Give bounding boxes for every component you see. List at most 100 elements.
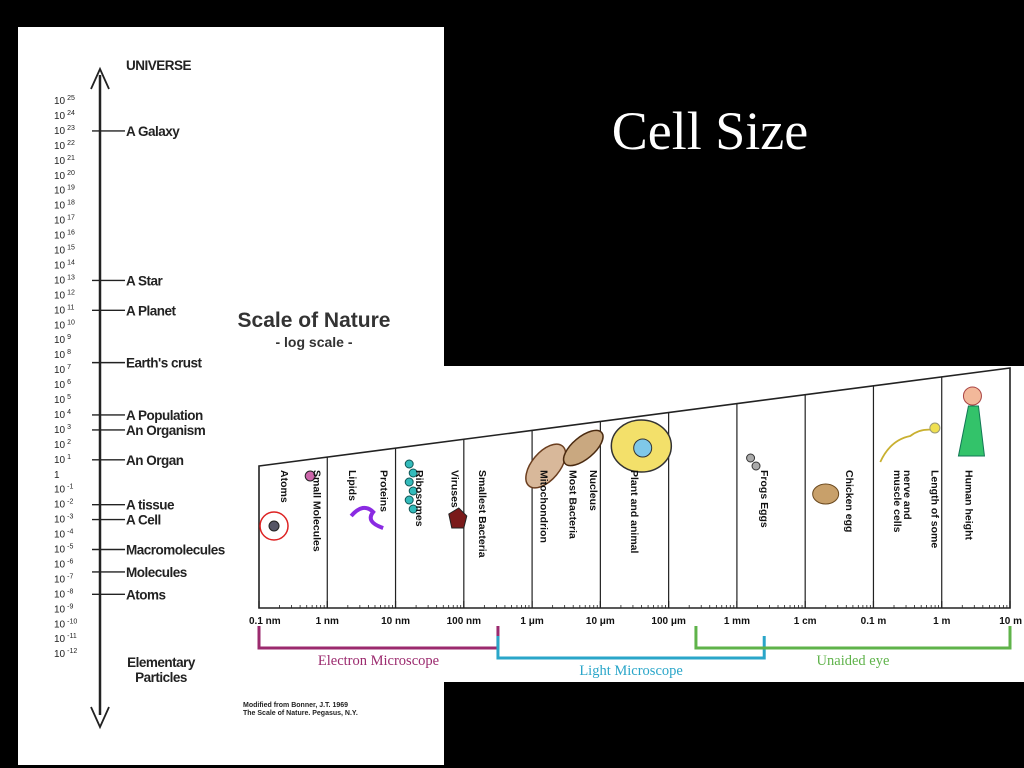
credit-line: Modified from Bonner, J.T. 1969	[243, 702, 348, 709]
exponent-label: 10 10	[54, 319, 75, 331]
item-label: Length of some	[928, 470, 940, 548]
item-label: Lipids	[346, 470, 358, 501]
tick-label: 10 m	[999, 616, 1022, 627]
exponent-label: 10 18	[54, 200, 75, 212]
item-label: Chicken egg	[843, 470, 855, 532]
exponent-label: 10 7	[54, 364, 71, 376]
range-bracket	[257, 626, 500, 650]
exponent-label: 10 1	[54, 454, 71, 466]
exponent-label: 10 14	[54, 259, 75, 271]
microscope-ranges: Electron Microscope Light Microscope Unaid…	[257, 626, 1012, 679]
human-body-icon	[957, 405, 986, 457]
nucleus-icon	[633, 438, 653, 458]
scale-markers: A Galaxy A Star A Planet Earth's crust A Pop…	[92, 124, 225, 602]
tick-label: 1 cm	[794, 616, 817, 627]
exponent-label: 10 -3	[54, 514, 73, 526]
log-scale-subtitle: - log scale -	[275, 334, 352, 350]
marker-label: A Cell	[126, 513, 161, 528]
item-label: Mitochondrion	[537, 470, 549, 543]
marker-label: Atoms	[126, 587, 166, 602]
exponent-label: 10 -2	[54, 499, 73, 511]
item-label: nerve and	[901, 470, 913, 520]
exponent-label: 10 22	[54, 140, 75, 152]
exponent-label: 10 17	[54, 215, 75, 227]
marker-label: A Planet	[126, 303, 177, 318]
item-label: Frogs Eggs	[758, 470, 770, 528]
exponent-label: 10 2	[54, 439, 71, 451]
credit-line-2: The Scale of Nature. Pegasus, N.Y.	[243, 710, 358, 717]
slide-title: Cell Size	[611, 101, 809, 161]
cell-size-scale-diagram: Atoms Small Molecules Lipids Proteins Riboso…	[249, 367, 1022, 679]
axis-arrow-up	[90, 66, 110, 90]
exponent-label: 10 3	[54, 424, 71, 436]
item-label: Human height	[963, 470, 975, 541]
marker-label: A Star	[126, 273, 164, 288]
elementary-particles-label: Elementary	[127, 655, 196, 670]
marker-label: A Population	[126, 408, 203, 423]
frog-egg-icon	[751, 461, 761, 471]
illustrations	[259, 386, 986, 541]
item-label: Most Bacteria	[567, 470, 579, 539]
tick-label: 0.1 m	[861, 616, 887, 627]
ribosome-icon	[404, 495, 414, 505]
log-scale-axis	[90, 66, 110, 730]
ribosome-icon	[404, 477, 414, 487]
ribosome-icon	[404, 459, 414, 469]
exponent-label: 10 -1	[54, 484, 73, 496]
range-label: Electron Microscope	[318, 653, 439, 669]
ribosome-icon	[408, 468, 418, 478]
tick-label: 1 m	[933, 616, 950, 627]
exponent-label: 10 23	[54, 125, 75, 137]
scale-of-nature-title: Scale of Nature	[238, 309, 391, 332]
item-label: muscle cells	[891, 470, 903, 533]
exponent-label: 1	[54, 470, 60, 481]
tick-label: 100 μm	[651, 616, 686, 627]
item-label: Ribosomes	[413, 470, 425, 527]
atom-icon	[259, 511, 289, 541]
exponent-label: 10 13	[54, 274, 75, 286]
exponent-label: 10 16	[54, 230, 75, 242]
exponent-label: 10 6	[54, 379, 71, 391]
bacterium-icon	[562, 429, 604, 467]
range-label: Unaided eye	[817, 653, 890, 669]
exponent-label: 10 21	[54, 155, 75, 167]
tick-label: 10 μm	[586, 616, 615, 627]
exponent-label: 10 19	[54, 185, 75, 197]
item-label: Atoms	[278, 470, 290, 503]
exponent-label: 10 8	[54, 349, 71, 361]
marker-label: Earth's crust	[126, 356, 202, 371]
marker-label: Molecules	[126, 565, 187, 580]
chicken-egg-icon	[812, 483, 840, 505]
exponent-label: 10 4	[54, 409, 71, 421]
tick-label: 1 mm	[724, 616, 750, 627]
exponent-label: 10 20	[54, 170, 75, 182]
tick-label: 1 nm	[316, 616, 339, 627]
exponent-label: 10 -7	[54, 573, 73, 585]
exponent-label: 10 -5	[54, 544, 73, 556]
exponent-label: 10 24	[54, 110, 75, 122]
exponent-label: 10 25	[54, 95, 75, 107]
exponent-label: 10 12	[54, 289, 75, 301]
item-label: Plant and animal	[628, 470, 640, 554]
exponent-label: 10 5	[54, 394, 71, 406]
nerve-body-icon	[929, 422, 941, 434]
marker-label: An Organism	[126, 423, 206, 438]
virus-icon	[448, 507, 468, 529]
exponent-label: 10 9	[54, 334, 71, 346]
exponent-label: 10 -10	[54, 618, 77, 630]
universe-label: UNIVERSE	[126, 58, 192, 73]
exponent-label: 10 -9	[54, 603, 73, 615]
item-label: Nucleus	[587, 470, 599, 511]
elementary-particles-label-2: Particles	[135, 670, 187, 685]
ribosome-icon	[408, 504, 418, 514]
marker-label: A Galaxy	[126, 124, 180, 139]
nerve-cell-icon	[879, 428, 935, 463]
item-label: Viruses	[449, 470, 461, 508]
mitochondrion-icon	[525, 443, 567, 489]
atom-nucleus-icon	[268, 520, 280, 532]
ribosome-icon	[408, 486, 418, 496]
tick-label: 100 nm	[447, 616, 482, 627]
range-bracket	[694, 626, 1012, 650]
exponent-label: 10 15	[54, 245, 75, 257]
